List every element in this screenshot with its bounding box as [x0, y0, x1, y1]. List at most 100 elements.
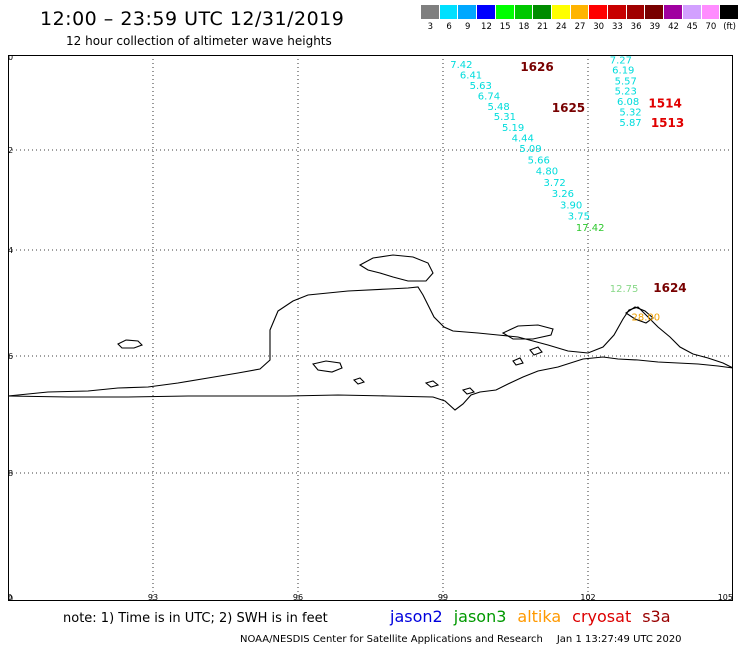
legend-label: 39: [649, 22, 661, 32]
pass-time-label: 1514: [648, 97, 681, 111]
satellite-altika: altika: [517, 607, 562, 626]
legend-label: 42: [668, 22, 679, 32]
lon-tick-label: 102: [580, 593, 595, 601]
wave-height-label: 5.23: [615, 86, 637, 97]
legend-label: 15: [499, 22, 511, 32]
generated-timestamp: Jan 1 13:27:49 UTC 2020: [556, 634, 682, 645]
credit-text: NOAA/NESDIS Center for Satellite Applica…: [240, 634, 543, 645]
peninsula-tip: [625, 306, 654, 324]
legend-swatch: [495, 5, 515, 19]
coastline-ice-shelf: [7, 356, 734, 411]
legend-label: 30: [593, 22, 605, 32]
satellite-jason3: jason3: [453, 607, 507, 626]
legend-swatch: [645, 5, 665, 19]
ice-rise: [501, 324, 554, 340]
wave-height-label: 7.42: [450, 60, 472, 71]
lat-tick-label: -62: [8, 146, 13, 155]
legend-labels: 3 6 9 12 15 18 21 24 27 30 33 36 39 42 45 70 (ft): [421, 22, 739, 36]
legend-swatch: [682, 5, 702, 19]
lon-tick-label: 105: [718, 593, 733, 601]
legend-swatch: [701, 5, 721, 19]
islet-b: [512, 357, 524, 366]
wave-height-label: 5.31: [494, 112, 516, 123]
observation-labels: 7.426.415.636.745.485.315.194.445.095.66…: [450, 55, 686, 323]
wave-height-label: 17.42: [576, 223, 605, 234]
legend-swatch: [477, 5, 496, 19]
island-north: [358, 254, 434, 282]
satellite-s3a: s3a: [642, 607, 671, 626]
legend-swatch: [664, 5, 683, 19]
legend-label: 36: [630, 22, 642, 32]
wave-height-label: 4.80: [536, 167, 558, 178]
wave-height-label: 5.48: [487, 102, 509, 113]
wave-height-label: 6.08: [617, 97, 639, 108]
legend-swatch: [439, 5, 459, 19]
legend-label: 70: [705, 22, 717, 32]
satellite-cryosat: cryosat: [572, 607, 632, 626]
legend-label: 45: [686, 22, 698, 32]
wave-height-label: 5.19: [502, 123, 524, 134]
lon-tick-label: 96: [293, 593, 303, 601]
page-title: 12:00 – 23:59 UTC 12/31/2019: [40, 8, 345, 30]
wave-height-label: 3.72: [544, 178, 566, 189]
satellite-legend: jason2 jason3 altika cryosat s3a: [390, 607, 682, 626]
legend-label: 9: [465, 22, 471, 32]
legend-swatches: [421, 5, 739, 19]
legend-label: 24: [555, 22, 567, 32]
page-subtitle: 12 hour collection of altimeter wave hei…: [66, 34, 332, 48]
wave-height-label: 5.32: [619, 107, 641, 118]
islet-d: [424, 380, 440, 388]
legend-swatch: [514, 5, 534, 19]
legend-label: 27: [574, 22, 586, 32]
wave-height-label: 5.87: [619, 118, 641, 129]
lat-tick-label: -64: [8, 246, 13, 255]
pass-time-label: 1625: [552, 101, 585, 115]
legend-label: 12: [481, 22, 492, 32]
pass-time-label: 1624: [653, 281, 686, 295]
wave-height-label: 5.63: [470, 81, 492, 92]
legend-label: 18: [518, 22, 530, 32]
wave-height-label: 5.66: [528, 156, 550, 167]
legend-swatch: [458, 5, 478, 19]
wave-height-label: 6.74: [478, 92, 500, 103]
legend-swatch: [421, 5, 440, 19]
wave-height-label: 12.75: [610, 284, 639, 295]
legend-label: 3: [427, 22, 434, 32]
legend-label: (ft): [723, 22, 736, 32]
wave-height-label: 28.00: [632, 312, 661, 323]
lat-tick-label: -66: [8, 352, 13, 361]
wave-height-label: 3.90: [560, 201, 582, 212]
legend-swatch: [608, 5, 627, 19]
wave-height-label: 7.27: [610, 55, 632, 66]
wave-height-label: 5.57: [615, 76, 637, 87]
legend-swatch: [533, 5, 552, 19]
map-canvas: -60-62-64-66-68-7090939699102105 7.426.4…: [0, 53, 734, 603]
legend-label: 6: [446, 22, 452, 32]
legend-swatch: [589, 5, 609, 19]
satellite-jason2: jason2: [390, 607, 443, 626]
lon-tick-label: 93: [148, 593, 158, 601]
wave-height-label: 6.41: [460, 71, 482, 82]
legend-swatch: [551, 5, 571, 19]
coastline-main: [7, 286, 734, 397]
legend-swatch: [720, 5, 739, 19]
wave-height-label: 4.44: [512, 133, 534, 144]
credit-line: NOAA/NESDIS Center for Satellite Applica…: [240, 634, 682, 645]
island-mid: [312, 360, 343, 373]
pass-time-label: 1513: [651, 116, 684, 130]
antarctic-coastline: [7, 254, 734, 411]
legend-swatch: [570, 5, 590, 19]
lon-tick-label: 99: [438, 593, 448, 601]
map-frame: [8, 55, 733, 601]
islet-c: [352, 377, 366, 385]
lat-tick-label: -68: [8, 469, 13, 478]
color-scale-legend: 3 6 9 12 15 18 21 24 27 30 33 36 39 42 45 70 (ft): [421, 5, 739, 39]
pass-time-label: 1626: [520, 60, 553, 74]
footer-note: note: 1) Time is in UTC; 2) SWH is in fe…: [63, 611, 328, 626]
map-grid: -60-62-64-66-68-7090939699102105: [0, 53, 733, 603]
legend-swatch: [626, 5, 646, 19]
wave-height-label: 3.75: [568, 212, 590, 223]
islet-a: [529, 346, 543, 356]
wave-height-label: 3.26: [552, 189, 574, 200]
legend-label: 21: [537, 22, 548, 32]
